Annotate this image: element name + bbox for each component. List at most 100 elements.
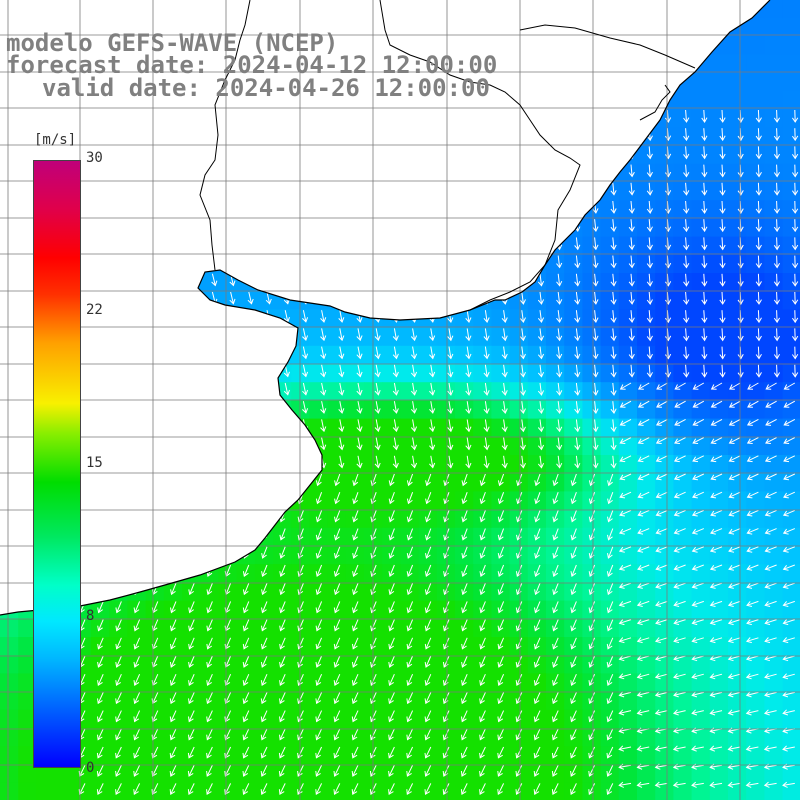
wind-speed-cell: [546, 72, 565, 92]
wind-arrow: [115, 746, 122, 759]
wind-arrow: [283, 273, 290, 287]
wind-speed-cell: [527, 382, 547, 401]
wind-speed-cell: [273, 400, 292, 420]
wind-arrow: [665, 182, 672, 196]
wind-arrow: [429, 419, 436, 433]
wind-speed-cell: [527, 691, 547, 711]
wind-speed-cell: [637, 618, 656, 638]
wind-speed-cell: [400, 400, 420, 420]
wind-speed-cell: [109, 746, 128, 765]
wind-arrow: [188, 564, 195, 577]
wind-arrow: [247, 455, 254, 469]
wind-speed-cell: [309, 291, 329, 310]
wind-arrow: [610, 455, 617, 469]
wind-arrow: [97, 546, 104, 559]
wind-speed-cell: [182, 236, 201, 256]
wind-arrow: [406, 492, 414, 505]
wind-speed-cell: [309, 309, 329, 329]
wind-arrow: [351, 783, 359, 796]
wind-speed-cell: [509, 600, 529, 620]
wind-speed-cell: [691, 163, 711, 183]
wind-arrow: [709, 564, 723, 571]
wind-arrow: [424, 692, 432, 705]
wind-speed-cell: [455, 709, 474, 729]
wind-speed-cell: [637, 91, 656, 110]
wind-speed-cell: [327, 254, 347, 274]
wind-arrow: [283, 182, 290, 196]
wind-arrow: [519, 164, 526, 178]
wind-arrow: [447, 200, 454, 214]
wind-arrow: [618, 709, 632, 716]
wind-speed-cell: [291, 236, 310, 256]
wind-arrow: [138, 382, 145, 396]
wind-arrow: [115, 710, 122, 723]
wind-speed-cell: [691, 637, 711, 656]
wind-arrow: [570, 692, 577, 705]
wind-speed-cell: [600, 728, 620, 747]
wind-speed-cell: [728, 673, 747, 693]
wind-arrow: [465, 328, 472, 342]
wind-arrow: [97, 583, 104, 596]
wind-speed-cell: [400, 746, 420, 765]
wind-speed-cell: [691, 509, 711, 529]
wind-speed-cell: [582, 782, 602, 800]
wind-arrow: [175, 255, 181, 269]
wind-arrow: [302, 200, 309, 214]
wind-speed-cell: [618, 436, 638, 456]
border-line: [199, 0, 251, 271]
wind-arrow: [646, 237, 653, 251]
wind-arrow: [556, 310, 563, 324]
wind-speed-cell: [728, 145, 747, 165]
wind-arrow: [709, 619, 723, 626]
wind-arrow: [175, 364, 181, 378]
wind-arrow: [84, 237, 91, 250]
wind-arrow: [719, 291, 726, 305]
wind-arrow: [425, 528, 432, 541]
wind-arrow: [320, 273, 327, 287]
wind-arrow: [392, 455, 399, 469]
wind-arrow: [297, 637, 304, 650]
wind-arrow: [169, 673, 177, 687]
wind-speed-cell: [163, 436, 183, 456]
wind-arrow: [392, 364, 399, 378]
wind-arrow: [552, 728, 559, 741]
wind-arrow: [279, 583, 286, 596]
wind-arrow: [646, 364, 653, 378]
wind-speed-cell: [691, 0, 711, 19]
wind-speed-cell: [127, 145, 147, 165]
wind-speed-cell: [218, 709, 238, 729]
wind-speed-cell: [455, 436, 474, 456]
wind-arrow: [388, 583, 395, 596]
wind-speed-cell: [782, 127, 800, 147]
wind-arrow: [229, 200, 236, 214]
wind-speed-cell: [618, 127, 638, 147]
wind-speed-cell: [564, 182, 583, 201]
wind-speed-cell: [145, 673, 165, 693]
wind-speed-cell: [582, 382, 602, 401]
wind-speed-cell: [709, 109, 729, 128]
wind-speed-cell: [509, 218, 529, 238]
wind-speed-cell: [200, 364, 219, 383]
wind-arrow: [465, 146, 472, 160]
wind-speed-cell: [436, 291, 456, 310]
wind-speed-cell: [182, 728, 201, 747]
wind-speed-cell: [546, 600, 565, 620]
wind-arrow: [261, 601, 268, 614]
wind-speed-cell: [0, 673, 19, 693]
wind-speed-cell: [418, 236, 438, 256]
wind-arrow: [392, 128, 399, 141]
wind-speed-cell: [0, 254, 19, 274]
wind-arrow: [283, 237, 290, 250]
wind-arrow: [188, 655, 195, 668]
wind-arrow: [429, 164, 436, 178]
wind-speed-cell: [182, 491, 201, 511]
wind-speed-cell: [273, 546, 292, 565]
wind-arrow: [719, 219, 726, 233]
wind-arrow: [537, 219, 545, 233]
wind-arrow: [120, 255, 127, 269]
wind-arrow: [773, 364, 781, 378]
wind-arrow: [782, 564, 795, 571]
wind-speed-cell: [728, 0, 747, 19]
wind-speed-cell: [327, 309, 347, 329]
wind-speed-cell: [655, 673, 674, 693]
